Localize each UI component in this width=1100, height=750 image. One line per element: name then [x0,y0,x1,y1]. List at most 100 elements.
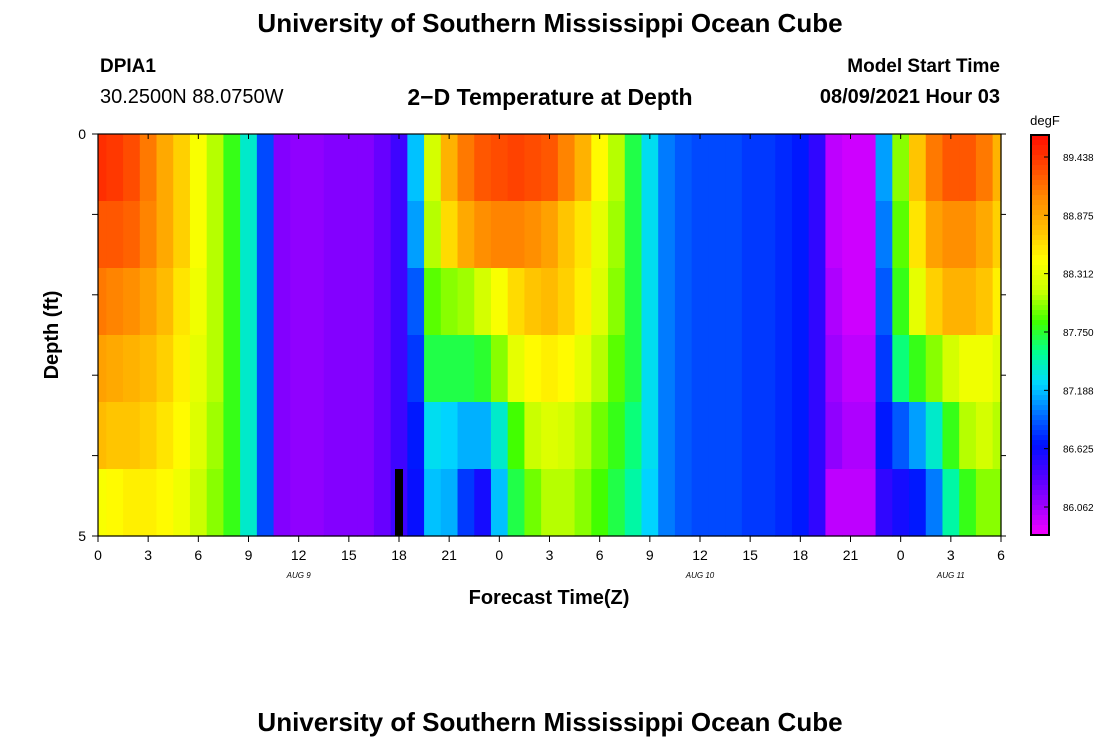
heatmap-cell [892,134,910,202]
heatmap-cell [290,469,308,537]
colorbar-frame [1030,134,1050,536]
heatmap-cell [658,335,676,403]
x-tick-label: 3 [947,547,955,563]
heatmap-cell [909,134,927,202]
heatmap-cell [992,268,1002,336]
heatmap-cell [975,268,994,336]
heatmap-cell [357,469,375,537]
heatmap-cell [106,134,124,202]
x-tick-label: 15 [341,547,357,563]
heatmap-cell [173,402,191,470]
heatmap-cell [290,201,308,269]
heatmap-cell [959,268,977,336]
heatmap-cell [892,268,910,336]
heatmap-cell [641,201,659,269]
heatmap-cell [641,469,659,537]
heatmap-cell [892,402,910,470]
heatmap-cell [791,335,810,403]
model-start-time: 08/09/2021 Hour 03 [819,86,1000,108]
heatmap-cell [909,335,927,403]
heatmap-cell [557,402,576,470]
colorbar-segment [1031,255,1049,261]
colorbar-segment [1031,370,1049,376]
heatmap-cell [658,469,676,537]
heatmap-cell [959,469,977,537]
heatmap-cell [674,268,693,336]
heatmap-cell [725,335,743,403]
heatmap-cell [691,201,709,269]
heatmap-cell [875,134,893,202]
colorbar-segment [1031,355,1049,361]
heatmap-cell [390,335,408,403]
heatmap-cell [641,134,659,202]
heatmap-cell [524,201,542,269]
heatmap-cell [708,335,726,403]
heatmap-cell [307,402,325,470]
colorbar-segment [1031,300,1049,306]
heatmap-cell [507,335,526,403]
heatmap-cell [725,201,743,269]
heatmap-cell [106,268,124,336]
heatmap-cell [106,402,124,470]
heatmap-cell [206,268,225,336]
heatmap-cell [842,335,860,403]
heatmap-cell [591,469,609,537]
heatmap-cell [959,335,977,403]
heatmap-cell [290,335,308,403]
colorbar-segment [1031,395,1049,401]
heatmap-cell [641,268,659,336]
heatmap-cell [340,335,358,403]
x-tick-label: 6 [997,547,1005,563]
heatmap-cell [808,469,827,537]
heatmap-cell [808,402,827,470]
heatmap-cell [407,402,425,470]
heatmap-cell [390,134,408,202]
heatmap-cell [156,402,174,470]
heatmap-cell [758,268,776,336]
date-label: AUG 10 [685,571,715,580]
heatmap-cell [323,134,342,202]
heatmap-cell [858,134,877,202]
heatmap-cell [624,335,643,403]
colorbar-segment [1031,405,1049,411]
heatmap-cell [892,469,910,537]
colorbar-segment [1031,410,1049,416]
heatmap-cell [273,335,291,403]
heatmap-cell [909,201,927,269]
colorbar-segment [1031,525,1049,531]
heatmap-cell [808,268,827,336]
heatmap-cell [925,268,944,336]
heatmap-cell [407,469,425,537]
heatmap-cell [775,335,793,403]
heatmap-cell [256,335,275,403]
heatmap-cell [858,201,877,269]
heatmap-cell [390,268,408,336]
x-tick-label: 12 [692,547,708,563]
heatmap-cell [674,402,693,470]
heatmap-cell [524,268,542,336]
colorbar-tick-label: 89.438 [1063,153,1094,164]
heatmap-cell [490,402,509,470]
x-tick-label: 18 [391,547,407,563]
heatmap-cell [691,268,709,336]
colorbar-segment [1031,505,1049,511]
heatmap-cell [591,201,609,269]
colorbar-segment [1031,295,1049,301]
colorbar-segment [1031,380,1049,386]
heatmap-cell [123,335,141,403]
heatmap-cell [641,335,659,403]
colorbar-segment [1031,165,1049,171]
heatmap-cell [98,469,107,537]
heatmap-cell [959,134,977,202]
heatmap-cell [323,402,342,470]
heatmap-cell [507,469,526,537]
heatmap-cell [273,201,291,269]
heatmap-cell [541,402,559,470]
heatmap-cell [725,402,743,470]
heatmap-cell [390,402,408,470]
heatmap-cell [98,201,107,269]
heatmap-cell [942,134,960,202]
heatmap-cell [775,469,793,537]
heatmap-cell [490,134,509,202]
